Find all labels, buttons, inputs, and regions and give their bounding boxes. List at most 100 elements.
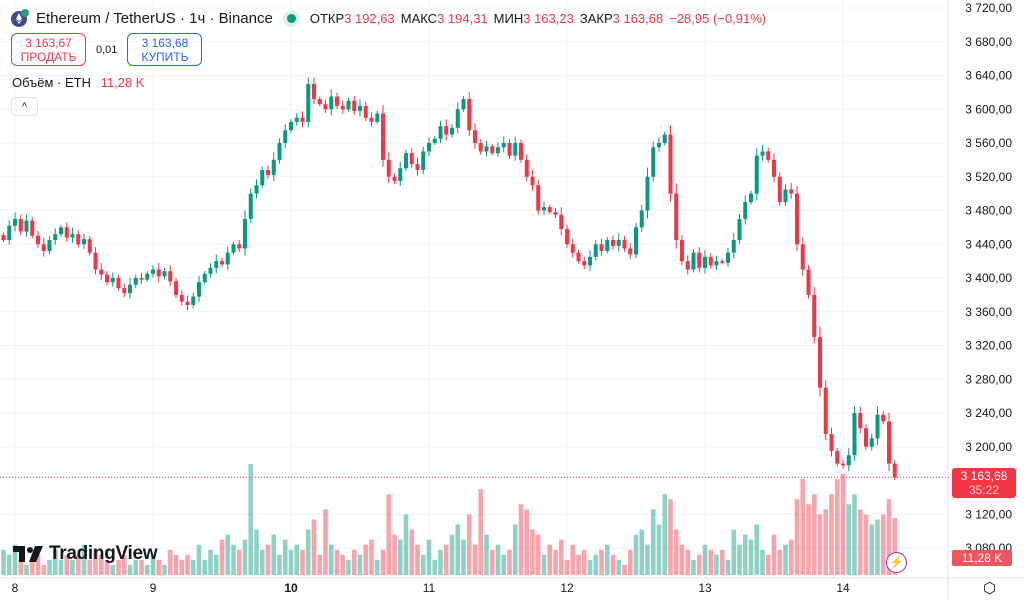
volume-bar [392, 534, 397, 575]
sell-price: 3 163,67 [25, 36, 72, 50]
candle-body [248, 193, 253, 219]
y-tick-label: 3 280,00 [965, 372, 1012, 386]
volume-bar [834, 479, 840, 575]
volume-bar [190, 559, 196, 575]
candle-body [726, 252, 730, 263]
candle-body [662, 134, 667, 143]
volume-bar [806, 504, 811, 575]
volume-bar [639, 529, 645, 575]
candle-body [576, 252, 581, 262]
volume-bar [12, 544, 18, 575]
candle-body [542, 207, 546, 211]
volume-bar [208, 549, 213, 575]
volume-bar [139, 559, 144, 575]
candle-body [386, 159, 391, 177]
volume-bar [18, 559, 24, 575]
volume-bar [765, 554, 771, 575]
volume-bar [696, 554, 702, 575]
candle-body [703, 256, 707, 268]
candle-body [179, 294, 184, 302]
buy-button[interactable]: 3 163,68 КУПИТЬ [127, 33, 203, 66]
candle-body [605, 240, 610, 251]
volume-bar [524, 509, 530, 575]
symbol-title[interactable]: Ethereum / TetherUS · 1ч · Binance [36, 9, 273, 27]
candle-body [760, 151, 765, 156]
ohlc-key: ОТКР [309, 10, 345, 26]
volume-bar [576, 554, 581, 575]
volume-bar [869, 524, 875, 575]
volume-bar [564, 559, 570, 575]
candle-body [18, 218, 23, 232]
volume-bar [415, 544, 420, 575]
lightning-icon[interactable]: ⚡ [886, 552, 907, 573]
volume-bar [650, 509, 656, 575]
volume-bar [167, 549, 173, 575]
volume-bar [461, 539, 466, 575]
volume-bar [144, 564, 150, 575]
candle-body [570, 244, 575, 253]
candle-body [455, 109, 460, 128]
volume-bar [518, 504, 524, 575]
volume-bar [449, 534, 455, 575]
candle-body [887, 421, 891, 464]
candle-body [151, 269, 155, 274]
volume-bar [127, 564, 133, 575]
y-tick-label: 3 400,00 [965, 271, 1012, 285]
candle-body [507, 143, 512, 156]
volume-bar [196, 544, 202, 575]
volume-bar [98, 554, 104, 575]
candle-body [875, 414, 880, 439]
volume-bar [93, 549, 98, 575]
volume-bar [570, 544, 576, 575]
volume-bar [242, 539, 248, 575]
volume-bar [323, 509, 328, 575]
volume-bar [443, 544, 449, 575]
candle-body [225, 252, 230, 265]
volume-bar [811, 494, 817, 575]
candle-body [812, 294, 817, 338]
candle-body [432, 138, 437, 143]
volume-bar [622, 564, 627, 575]
candle-body [800, 244, 805, 270]
volume-bar [150, 554, 156, 575]
volume-bar [369, 539, 374, 575]
candle-body [611, 240, 615, 246]
volume-bar [656, 524, 662, 575]
volume-bar [829, 494, 834, 575]
volume-bar [236, 549, 242, 575]
candle-body [674, 193, 679, 241]
volume-bar [731, 529, 737, 575]
volume-bar [70, 559, 75, 575]
volume-bar [892, 518, 898, 575]
candle-body [444, 126, 449, 135]
candle-body [237, 244, 242, 249]
candle-body [174, 281, 178, 295]
candle-body [294, 117, 299, 122]
volume-value: 11,28 K [100, 75, 145, 90]
candle-body [128, 284, 132, 294]
x-tick-label: 12 [560, 581, 574, 595]
volume-legend[interactable]: Объём · ETH 11,28 K [12, 75, 144, 90]
candle-body [737, 218, 742, 241]
candle-body [835, 450, 840, 464]
tradingview-logo[interactable]: TradingView [13, 543, 158, 565]
candle-body [156, 269, 161, 277]
settings-icon[interactable]: ⬡ [983, 580, 997, 597]
candle-body [565, 229, 569, 245]
volume-bar [213, 554, 219, 575]
sell-button[interactable]: 3 163,67 ПРОДАТЬ [11, 33, 86, 66]
volume-bar [6, 554, 12, 575]
current-price-label: 3 163,68 35:22 [952, 468, 1016, 498]
chevron-up-icon[interactable]: ^ [11, 97, 38, 116]
candle-body [162, 271, 167, 277]
candle-body [841, 463, 845, 466]
y-tick-label: 3 320,00 [965, 339, 1012, 353]
volume-bar [645, 544, 650, 575]
volume-bar [363, 544, 369, 575]
volume-bar [357, 554, 363, 575]
current-volume-label: 11,28 K [952, 550, 1012, 566]
candle-body [283, 130, 288, 143]
candle-body [714, 261, 719, 266]
volume-bar [788, 539, 794, 575]
